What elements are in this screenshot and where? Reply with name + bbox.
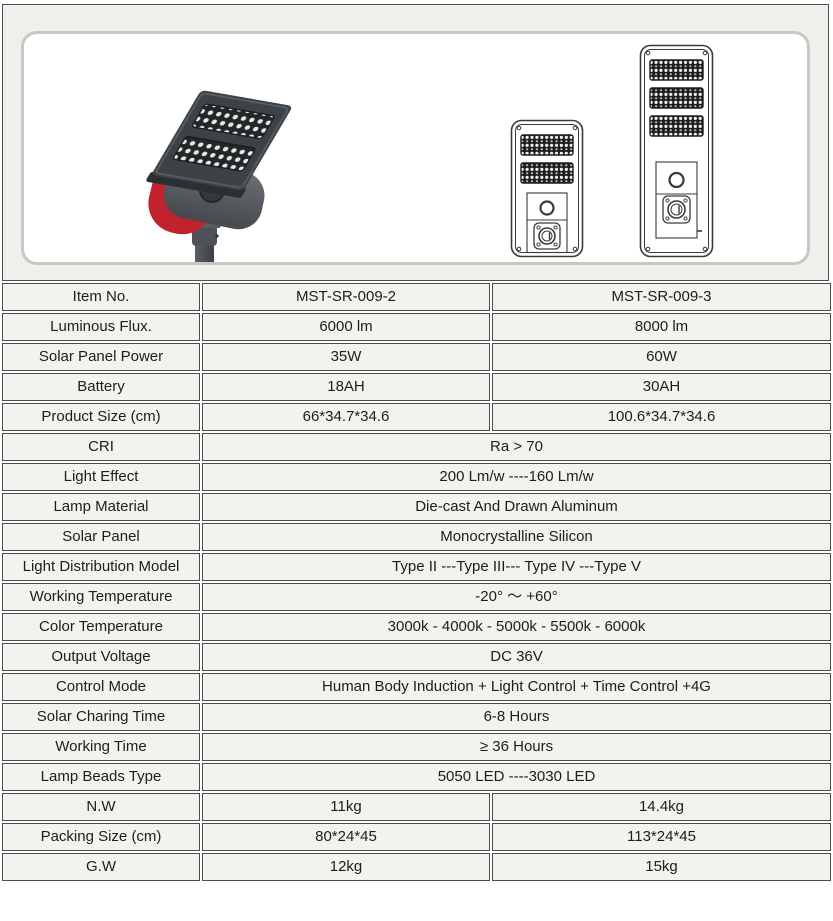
spec-value-merged: Type II ---Type III--- Type IV ---Type V <box>202 553 831 581</box>
table-row-net-weight: N.W 11kg 14.4kg <box>2 793 831 821</box>
table-row-luminous-flux: Luminous Flux. 6000 lm 8000 lm <box>2 313 831 341</box>
spec-value-merged: Die-cast And Drawn Aluminum <box>202 493 831 521</box>
spec-value-model-2: MST-SR-009-2 <box>202 283 490 311</box>
table-row-product-size: Product Size (cm) 66*34.7*34.6 100.6*34.… <box>2 403 831 431</box>
product-image-panel <box>2 4 829 281</box>
spec-label: Color Temperature <box>2 613 200 641</box>
spec-label: CRI <box>2 433 200 461</box>
table-row-working-time: Working Time ≥ 36 Hours <box>2 733 831 761</box>
table-row-gross-weight: G.W 12kg 15kg <box>2 853 831 881</box>
table-row-lamp-material: Lamp Material Die-cast And Drawn Aluminu… <box>2 493 831 521</box>
spec-label: Output Voltage <box>2 643 200 671</box>
spec-value-model-2: 66*34.7*34.6 <box>202 403 490 431</box>
spec-value-merged: Human Body Induction + Light Control + T… <box>202 673 831 701</box>
spec-value-merged: 5050 LED ----3030 LED <box>202 763 831 791</box>
spec-value-model-2: 80*24*45 <box>202 823 490 851</box>
spec-value-model-3: 100.6*34.7*34.6 <box>492 403 831 431</box>
table-row-output-voltage: Output Voltage DC 36V <box>2 643 831 671</box>
spec-label: Battery <box>2 373 200 401</box>
product-image-frame <box>21 31 810 265</box>
spec-label: Luminous Flux. <box>2 313 200 341</box>
spec-label: G.W <box>2 853 200 881</box>
spec-value-model-2: 12kg <box>202 853 490 881</box>
table-row-cri: CRI Ra > 70 <box>2 433 831 461</box>
table-row-working-temperature: Working Temperature -20° ～ +60° <box>2 583 831 611</box>
spec-label: N.W <box>2 793 200 821</box>
spec-table: Item No. MST-SR-009-2 MST-SR-009-3 Lumin… <box>0 281 833 883</box>
spec-label: Working Temperature <box>2 583 200 611</box>
spec-value-model-3: 14.4kg <box>492 793 831 821</box>
table-row-battery: Battery 18AH 30AH <box>2 373 831 401</box>
table-row-solar-charing-time: Solar Charing Time 6-8 Hours <box>2 703 831 731</box>
street-light-photo-icon <box>146 90 292 262</box>
spec-value-model-3: 30AH <box>492 373 831 401</box>
spec-value-merged: ≥ 36 Hours <box>202 733 831 761</box>
spec-value-model-2: 35W <box>202 343 490 371</box>
spec-value-merged: Ra > 70 <box>202 433 831 461</box>
spec-label: Control Mode <box>2 673 200 701</box>
table-row-item-no: Item No. MST-SR-009-2 MST-SR-009-3 <box>2 283 831 311</box>
spec-label: Working Time <box>2 733 200 761</box>
street-light-drawing-small-icon <box>510 119 584 258</box>
spec-label: Solar Panel Power <box>2 343 200 371</box>
spec-label: Solar Panel <box>2 523 200 551</box>
table-row-control-mode: Control Mode Human Body Induction + Ligh… <box>2 673 831 701</box>
table-row-color-temperature: Color Temperature 3000k - 4000k - 5000k … <box>2 613 831 641</box>
table-row-solar-panel-power: Solar Panel Power 35W 60W <box>2 343 831 371</box>
street-light-drawing-large-icon <box>639 44 714 258</box>
spec-value-model-3: 8000 lm <box>492 313 831 341</box>
spec-label: Lamp Material <box>2 493 200 521</box>
table-row-light-effect: Light Effect 200 Lm/w ----160 Lm/w <box>2 463 831 491</box>
spec-label: Lamp Beads Type <box>2 763 200 791</box>
spec-value-model-3: MST-SR-009-3 <box>492 283 831 311</box>
spec-value-model-2: 18AH <box>202 373 490 401</box>
spec-label: Light Distribution Model <box>2 553 200 581</box>
table-row-packing-size: Packing Size (cm) 80*24*45 113*24*45 <box>2 823 831 851</box>
spec-label: Solar Charing Time <box>2 703 200 731</box>
spec-value-merged: Monocrystalline Silicon <box>202 523 831 551</box>
table-row-solar-panel: Solar Panel Monocrystalline Silicon <box>2 523 831 551</box>
spec-value-merged: 6-8 Hours <box>202 703 831 731</box>
spec-label: Light Effect <box>2 463 200 491</box>
spec-value-merged: DC 36V <box>202 643 831 671</box>
spec-value-model-2: 6000 lm <box>202 313 490 341</box>
spec-value-merged: 3000k - 4000k - 5000k - 5500k - 6000k <box>202 613 831 641</box>
spec-value-merged: 200 Lm/w ----160 Lm/w <box>202 463 831 491</box>
spec-value-model-3: 60W <box>492 343 831 371</box>
table-row-light-distribution: Light Distribution Model Type II ---Type… <box>2 553 831 581</box>
spec-value-model-2: 11kg <box>202 793 490 821</box>
spec-value-model-3: 15kg <box>492 853 831 881</box>
spec-label: Packing Size (cm) <box>2 823 200 851</box>
spec-label: Product Size (cm) <box>2 403 200 431</box>
spec-value-model-3: 113*24*45 <box>492 823 831 851</box>
spec-value-merged: -20° ～ +60° <box>202 583 831 611</box>
spec-label: Item No. <box>2 283 200 311</box>
table-row-lamp-beads-type: Lamp Beads Type 5050 LED ----3030 LED <box>2 763 831 791</box>
